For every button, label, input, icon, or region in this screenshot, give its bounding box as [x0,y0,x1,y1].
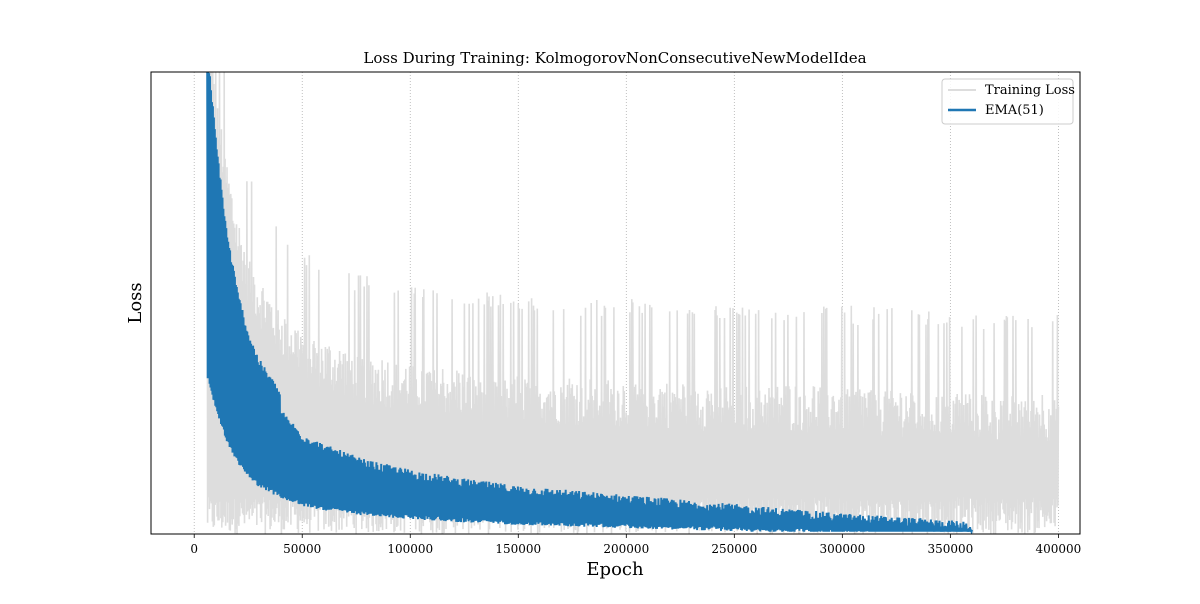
x-tick-label: 400000 [1035,542,1081,556]
legend-label-ema: EMA(51) [985,103,1044,118]
series-training-loss [206,72,1060,534]
legend: Training Loss EMA(51) [941,78,1075,125]
x-tick-label: 300000 [819,542,865,556]
series-ema [206,72,973,534]
x-axis-label: Epoch [586,559,644,580]
x-tick-label: 0 [190,542,198,556]
y-axis-label: Loss [125,282,146,323]
x-tick-label: 50000 [283,542,321,556]
x-tick-label: 200000 [603,542,649,556]
x-tick-label: 150000 [495,542,541,556]
x-tick-label: 350000 [927,542,973,556]
plot-area [206,72,1060,534]
x-axis-ticks: 0 50000 100000 150000 200000 250000 300000 3500… [190,534,1081,556]
plot-frame [150,71,1081,535]
series-layer [206,72,1060,534]
x-tick-label: 250000 [711,542,757,556]
legend-label-training-loss: Training Loss [985,83,1075,98]
chart-title: Loss During Training: KolmogorovNonConse… [363,49,866,67]
x-tick-label: 100000 [387,542,433,556]
